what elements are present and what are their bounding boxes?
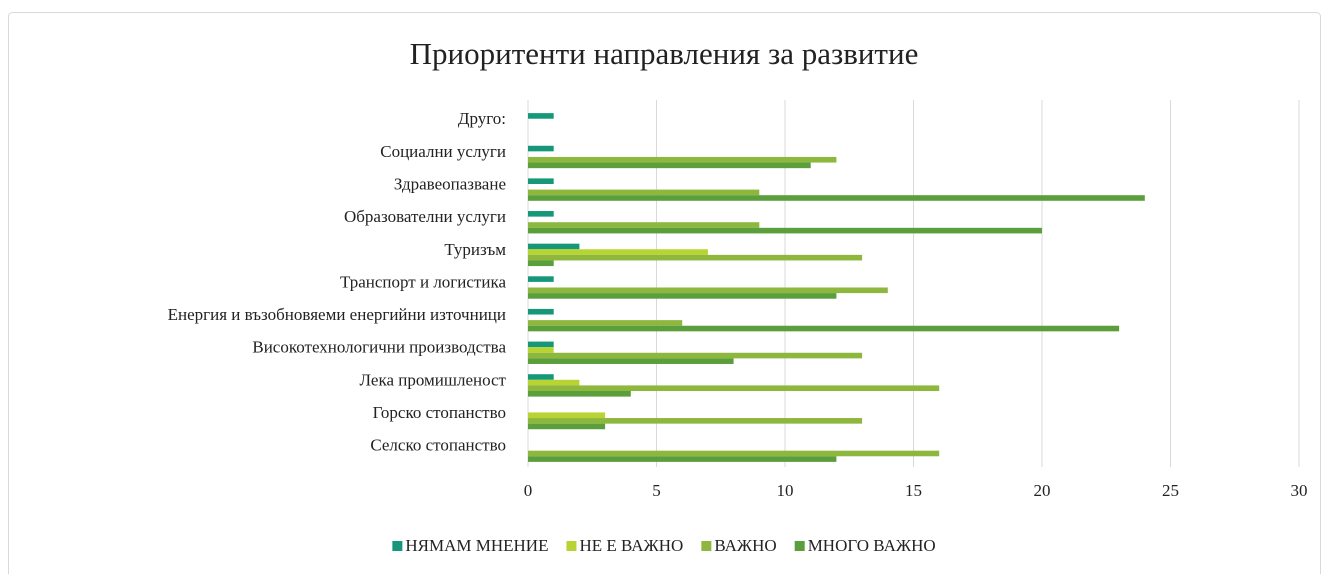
legend-label: МНОГО ВАЖНО <box>808 536 936 555</box>
legend: НЯМАМ МНЕНИЕ НЕ Е ВАЖНО ВАЖНО МНОГО ВАЖНО <box>392 536 936 555</box>
y-tick-label: Транспорт и логистика <box>340 272 506 291</box>
y-tick-label: Горско стопанство <box>373 403 506 422</box>
legend-swatch <box>701 541 712 551</box>
bar <box>528 113 554 119</box>
y-tick-label: Социални услуги <box>380 142 506 161</box>
bar <box>528 374 554 380</box>
bar <box>528 391 631 397</box>
bar <box>528 352 863 359</box>
x-tick-label: 15 <box>905 481 922 500</box>
bar <box>528 254 863 261</box>
bar <box>528 189 760 196</box>
y-tick-label: Лека промишленост <box>359 370 506 389</box>
y-tick-label: Високотехнологични производства <box>252 338 506 357</box>
x-tick-label: 30 <box>1291 481 1308 500</box>
y-tick-label: Друго: <box>458 109 506 128</box>
legend-swatch <box>566 541 577 551</box>
legend-swatch <box>392 541 403 551</box>
bar <box>528 222 760 228</box>
bar <box>528 412 606 419</box>
x-tick-label: 5 <box>652 481 661 500</box>
y-tick-label: Селско стопанство <box>370 436 506 455</box>
legend-label: ВАЖНО <box>714 536 776 555</box>
y-tick-label: Енергия и възобновяеми енергийни източни… <box>168 305 506 324</box>
bar <box>528 178 554 184</box>
bar <box>528 211 554 217</box>
legend-label: НЯМАМ МНЕНИЕ <box>405 536 548 555</box>
bar <box>528 325 1120 332</box>
x-tick-label: 10 <box>777 481 794 500</box>
bar <box>528 456 837 462</box>
y-tick-label: Образователни услуги <box>344 207 506 226</box>
bar <box>528 145 554 152</box>
bar <box>528 347 554 353</box>
bar <box>528 358 734 364</box>
bar <box>528 450 940 457</box>
x-tick-label: 20 <box>1034 481 1051 500</box>
bar <box>528 195 1145 201</box>
bar <box>528 293 837 299</box>
bar <box>528 156 837 163</box>
bar <box>528 423 606 430</box>
bar <box>528 276 554 282</box>
x-tick-label: 25 <box>1162 481 1179 500</box>
bar <box>528 227 1042 234</box>
bar <box>528 320 683 326</box>
bar <box>528 260 554 267</box>
legend-label: НЕ Е ВАЖНО <box>579 536 683 555</box>
bar <box>528 379 580 386</box>
chart-title: Приоритенти направления за развитие <box>410 36 919 71</box>
bar <box>528 162 811 169</box>
bar <box>528 243 580 250</box>
legend-swatch <box>794 541 805 551</box>
bar <box>528 385 940 392</box>
bar <box>528 418 863 424</box>
y-tick-label: Здравеопазване <box>394 174 506 193</box>
bar <box>528 287 888 294</box>
x-tick-label: 0 <box>524 481 533 500</box>
bar <box>528 341 554 348</box>
bar <box>528 308 554 315</box>
bar <box>528 249 708 255</box>
y-tick-label: Туризъм <box>444 240 506 259</box>
